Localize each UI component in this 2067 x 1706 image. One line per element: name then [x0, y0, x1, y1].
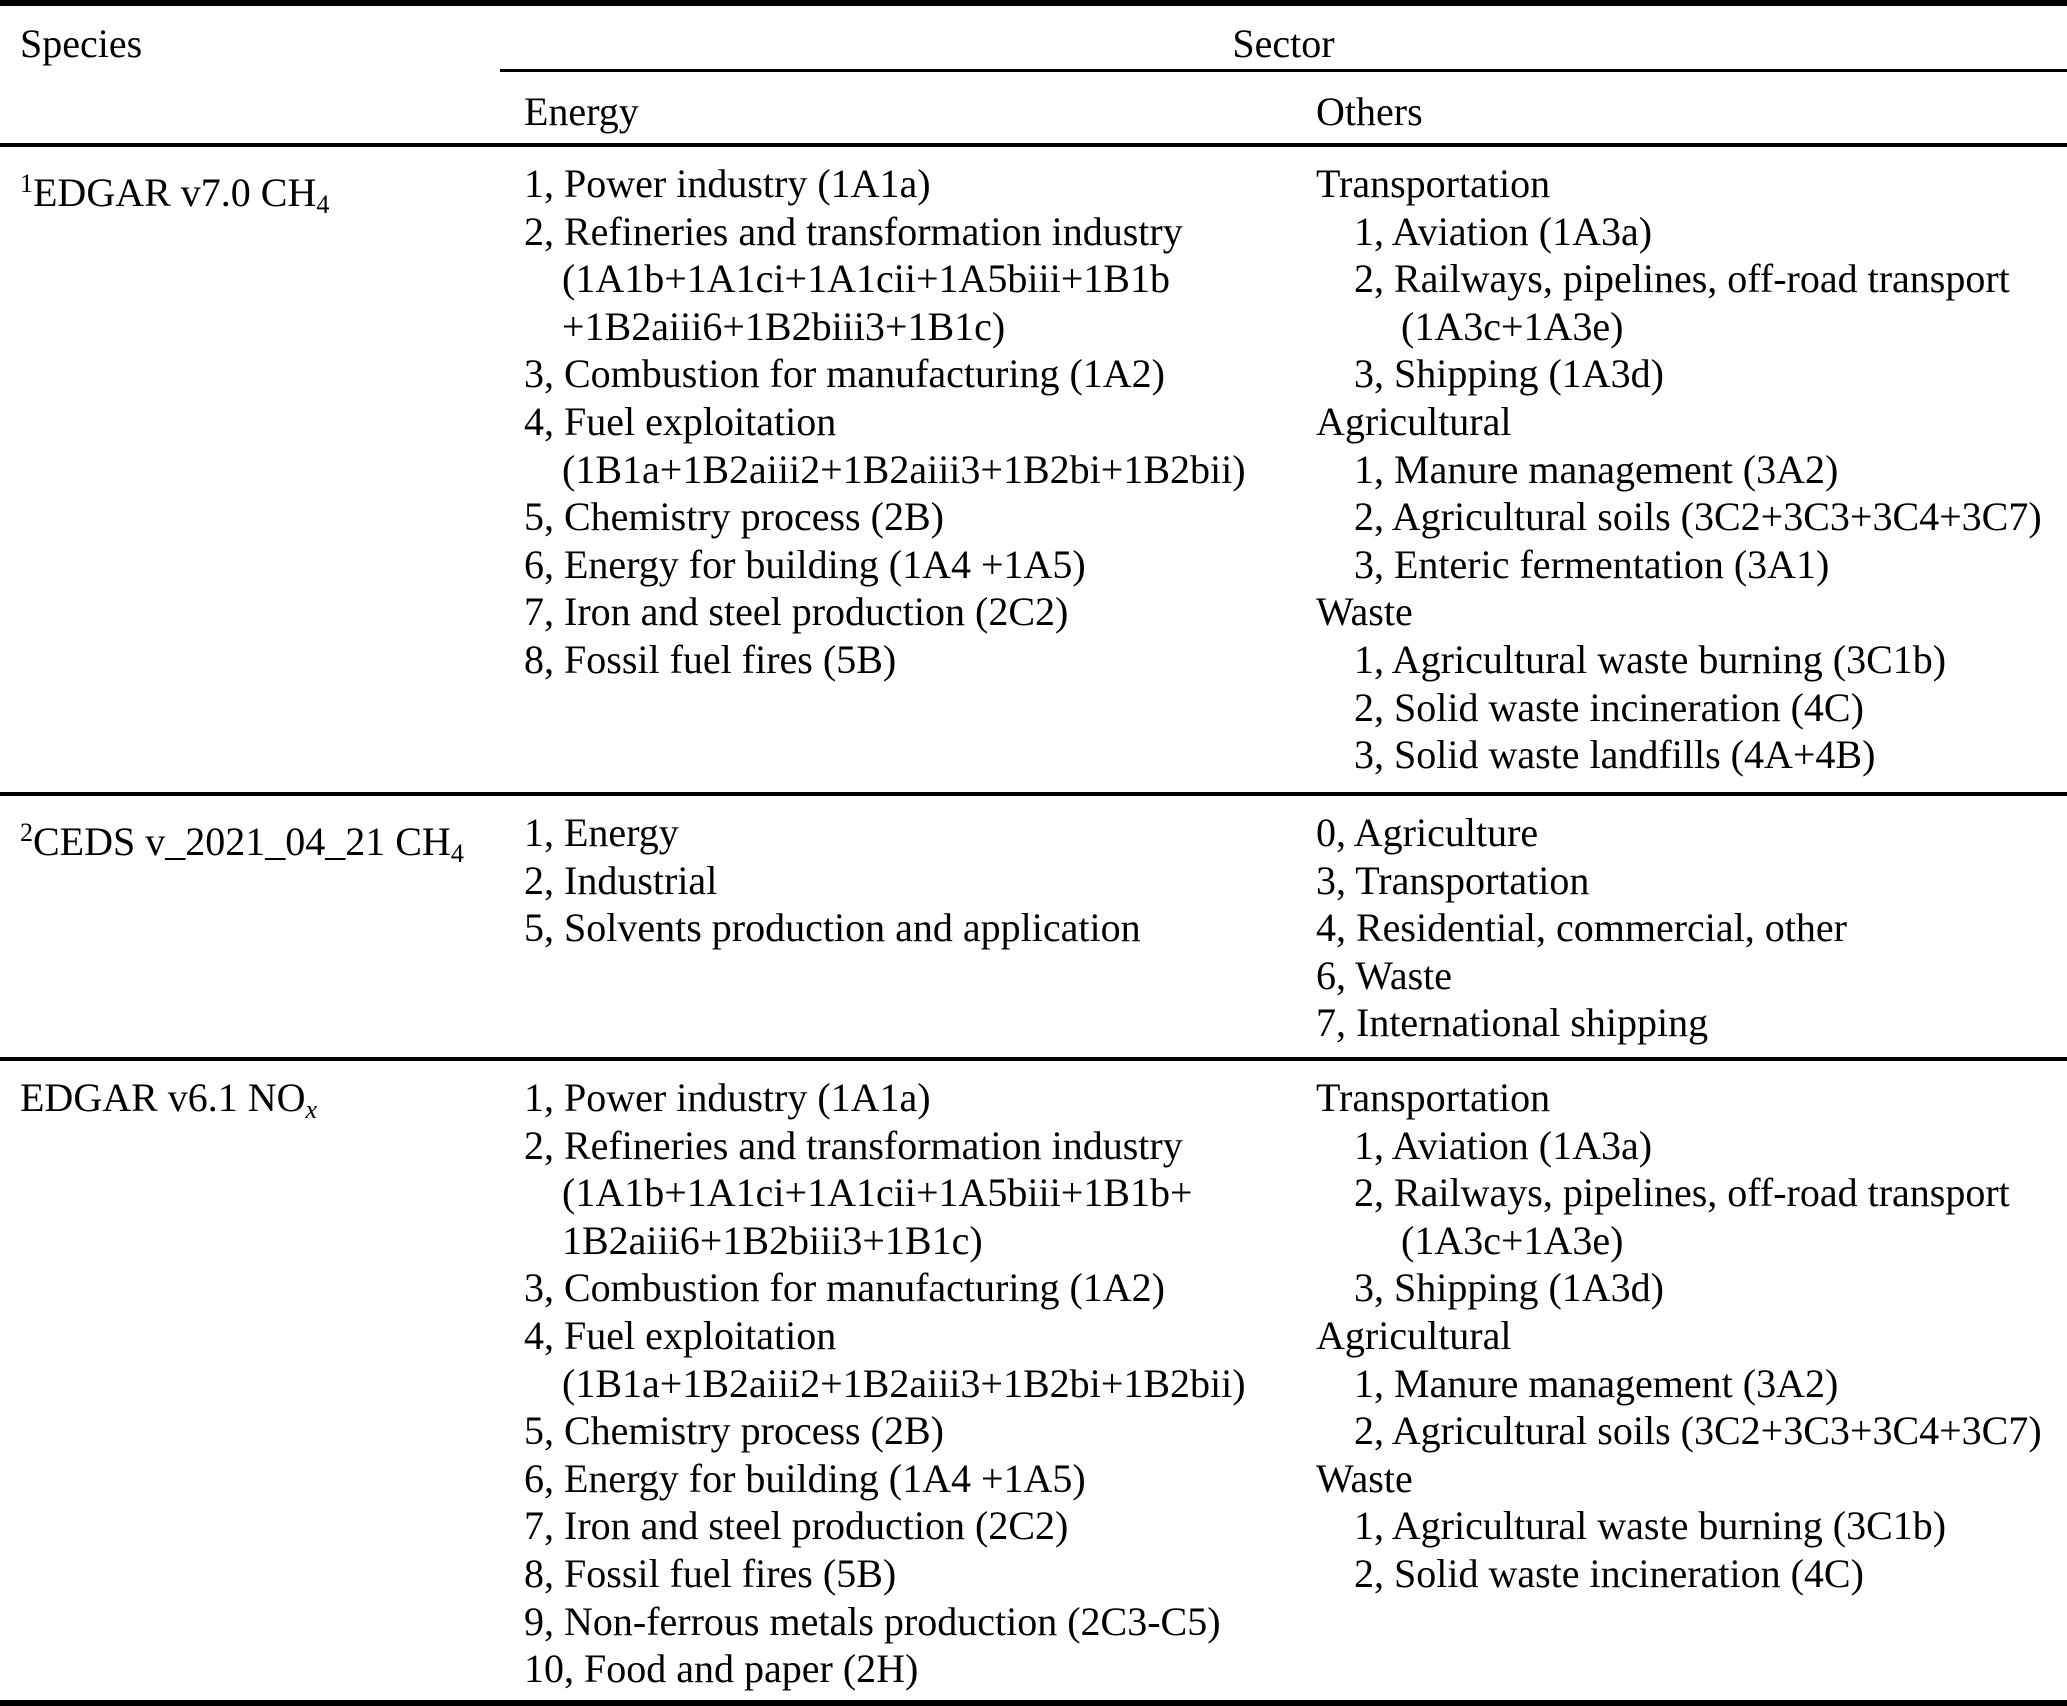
- sector-item: (1A1b+1A1ci+1A1cii+1A5biii+1B1b: [562, 256, 1170, 302]
- sector-item: 2, Agricultural soils (3C2+3C3+3C4+3C7): [1354, 1408, 2042, 1454]
- footnote-marker: 2: [20, 818, 33, 847]
- sector-item: 5, Chemistry process (2B): [524, 494, 944, 540]
- footnote-marker: 1: [20, 169, 33, 198]
- sector-header: Sector: [500, 6, 2067, 72]
- chemical-subscript: 4: [450, 839, 464, 868]
- energy-column-header: Energy: [524, 89, 639, 134]
- energy-sector-list: 1, Power industry (1A1a) 2, Refineries an…: [500, 147, 1296, 792]
- sector-item: (1B1a+1B2aiii2+1B2aiii3+1B2bi+1B2bii): [562, 1360, 1246, 1406]
- others-column-header: Others: [1316, 89, 1423, 134]
- sector-item: 4, Fuel exploitation: [524, 1312, 837, 1358]
- others-sector-list: Transportation 1, Aviation (1A3a) 2, Railw…: [1296, 1061, 2067, 1700]
- sector-item: 7, Iron and steel production (2C2): [524, 1503, 1069, 1549]
- sector-item: 1, Energy: [524, 810, 679, 855]
- sector-item: Agricultural: [1316, 1312, 1512, 1358]
- sector-item: 1, Manure management (3A2): [1354, 446, 1839, 492]
- sector-item: (1A3c+1A3e): [1401, 1217, 1624, 1263]
- sector-item: 1B2aiii6+1B2biii3+1B1c): [562, 1217, 983, 1263]
- species-name: EDGAR v7.0 CH: [33, 170, 317, 215]
- energy-sector-list: 1, Power industry (1A1a) 2, Refineries an…: [500, 1061, 1296, 1700]
- sector-item: Waste: [1316, 1455, 1413, 1501]
- sector-item: 3, Combustion for manufacturing (1A2): [524, 1265, 1165, 1311]
- sector-item: 2, Refineries and transformation industr…: [524, 208, 1183, 254]
- others-sector-list: 0, Agriculture 3, Transportation 4, Reside…: [1296, 796, 2067, 1057]
- sector-item: 1, Aviation (1A3a): [1354, 1122, 1653, 1168]
- sector-item: Agricultural: [1316, 398, 1512, 444]
- chemical-subscript: x: [305, 1095, 318, 1124]
- energy-sector-list: 1, Energy 2, Industrial 5, Solvents produc…: [500, 796, 1296, 1057]
- sector-item: 6, Energy for building (1A4 +1A5): [524, 541, 1086, 587]
- sector-item: 2, Solid waste incineration (4C): [1354, 1550, 1864, 1596]
- sector-item: 3, Solid waste landfills (4A+4B): [1354, 732, 1876, 778]
- sector-item: 5, Chemistry process (2B): [524, 1408, 944, 1454]
- sector-item: (1A3c+1A3e): [1401, 303, 1624, 349]
- sector-item: 5, Solvents production and application: [524, 905, 1141, 951]
- sector-item: 6, Energy for building (1A4 +1A5): [524, 1455, 1086, 1501]
- sector-item: 2, Industrial: [524, 857, 718, 903]
- sector-item: 4, Fuel exploitation: [524, 398, 837, 444]
- sector-item: 7, International shipping: [1316, 1000, 1709, 1046]
- sector-item: 1, Power industry (1A1a): [524, 161, 931, 206]
- species-label: EDGAR v6.1 NOx: [0, 1061, 500, 1700]
- others-sector-list: Transportation 1, Aviation (1A3a) 2, Railw…: [1296, 147, 2067, 792]
- sector-subheaders: Energy Others: [500, 72, 2067, 143]
- table-row-edgar-v61-nox: EDGAR v6.1 NOx 1, Power industry (1A1a) 2…: [0, 1057, 2067, 1700]
- sector-header-group: Sector Energy Others: [500, 6, 2067, 143]
- sector-item: 2, Railways, pipelines, off-road transpo…: [1354, 1170, 2010, 1216]
- sector-item: Transportation: [1316, 1075, 1551, 1120]
- sector-item: 6, Waste: [1316, 952, 1453, 998]
- sector-item: 1, Manure management (3A2): [1354, 1360, 1839, 1406]
- sector-item: +1B2aiii6+1B2biii3+1B1c): [562, 303, 1006, 349]
- chemical-subscript: 4: [316, 190, 330, 219]
- sector-item: 2, Railways, pipelines, off-road transpo…: [1354, 256, 2010, 302]
- sector-item: Transportation: [1316, 161, 1551, 206]
- sector-item: 8, Fossil fuel fires (5B): [524, 636, 897, 682]
- sector-item: 1, Agricultural waste burning (3C1b): [1354, 636, 1947, 682]
- sector-item: 2, Agricultural soils (3C2+3C3+3C4+3C7): [1354, 494, 2042, 540]
- species-header: Species: [20, 21, 143, 66]
- sector-item: 3, Shipping (1A3d): [1354, 1265, 1664, 1311]
- sector-item: 3, Shipping (1A3d): [1354, 351, 1664, 397]
- table-row-edgar-v7-ch4: 1EDGAR v7.0 CH4 1, Power industry (1A1a)…: [0, 147, 2067, 792]
- sector-item: Waste: [1316, 589, 1413, 635]
- sector-item: 9, Non-ferrous metals production (2C3-C5…: [524, 1598, 1221, 1644]
- sector-item: 8, Fossil fuel fires (5B): [524, 1550, 897, 1596]
- sector-item: 7, Iron and steel production (2C2): [524, 589, 1069, 635]
- sector-item: (1A1b+1A1ci+1A1cii+1A5biii+1B1b+: [562, 1170, 1193, 1216]
- sector-item: 4, Residential, commercial, other: [1316, 905, 1847, 951]
- sector-item: 0, Agriculture: [1316, 810, 1539, 855]
- species-name: CEDS v_2021_04_21 CH: [33, 819, 451, 864]
- sector-item: (1B1a+1B2aiii2+1B2aiii3+1B2bi+1B2bii): [562, 446, 1246, 492]
- species-label: 1EDGAR v7.0 CH4: [0, 147, 500, 792]
- sector-item: 1, Aviation (1A3a): [1354, 208, 1653, 254]
- sector-item: 3, Combustion for manufacturing (1A2): [524, 351, 1165, 397]
- species-label: 2CEDS v_2021_04_21 CH4: [0, 796, 500, 1057]
- sector-item: 1, Power industry (1A1a): [524, 1075, 931, 1120]
- sector-item: 2, Refineries and transformation industr…: [524, 1122, 1183, 1168]
- sector-item: 10, Food and paper (2H): [524, 1646, 919, 1692]
- table-header: Species Sector Energy Others: [0, 6, 2067, 147]
- species-name: EDGAR v6.1 NO: [20, 1075, 306, 1120]
- table-row-ceds-ch4: 2CEDS v_2021_04_21 CH4 1, Energy 2, Indus…: [0, 792, 2067, 1057]
- sector-item: 2, Solid waste incineration (4C): [1354, 684, 1864, 730]
- sector-item: 1, Agricultural waste burning (3C1b): [1354, 1503, 1947, 1549]
- sector-item: 3, Transportation: [1316, 857, 1590, 903]
- sector-item: 3, Enteric fermentation (3A1): [1354, 541, 1830, 587]
